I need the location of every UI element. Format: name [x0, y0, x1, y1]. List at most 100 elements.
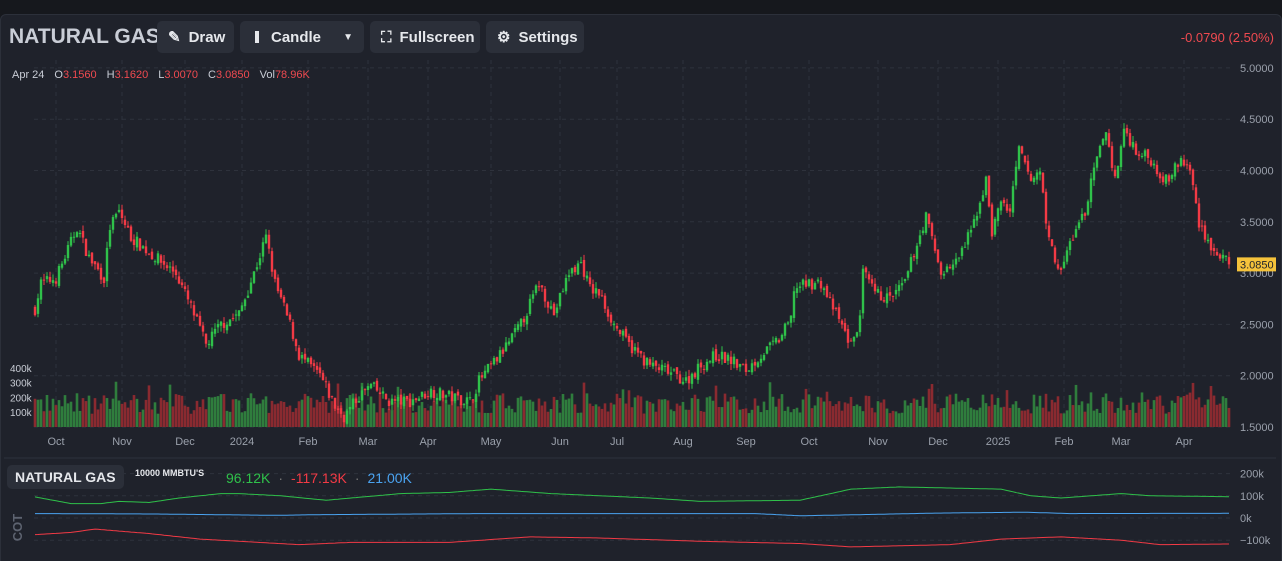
volume-bar — [1200, 407, 1204, 427]
candle-body — [924, 212, 928, 233]
chart-type-dropdown[interactable]: Candle ▼ — [240, 21, 364, 53]
candle-body — [960, 247, 964, 256]
volume-bar — [1206, 399, 1210, 427]
price-tick-label: 4.0000 — [1240, 166, 1274, 178]
volume-bar — [1068, 395, 1072, 427]
candle-body — [1083, 213, 1087, 216]
candle-body — [1017, 146, 1021, 169]
settings-button[interactable]: ⚙ Settings — [486, 21, 584, 53]
candle-body — [711, 351, 715, 364]
volume-bar — [432, 401, 436, 427]
volume-bar — [288, 405, 292, 427]
volume-bar — [255, 404, 259, 427]
volume-bar — [561, 394, 565, 427]
volume-bar — [1050, 399, 1054, 427]
volume-bar — [354, 397, 358, 427]
volume-bar — [420, 402, 424, 427]
volume-bar — [123, 402, 127, 427]
candle-body — [1050, 239, 1054, 247]
candle-body — [384, 393, 388, 400]
volume-bar — [1017, 407, 1021, 427]
candle-body — [684, 377, 688, 381]
volume-bar — [1185, 394, 1189, 427]
candle-body — [606, 309, 610, 317]
volume-bar — [366, 404, 370, 427]
volume-bar — [939, 408, 943, 427]
candle-body — [54, 281, 58, 284]
volume-bar — [822, 401, 826, 427]
candle-body — [639, 351, 643, 354]
last-price-badge — [1237, 257, 1276, 272]
volume-bar — [237, 400, 241, 427]
volume-bar — [474, 395, 478, 427]
candle-body — [666, 364, 670, 374]
candle-body — [612, 323, 616, 326]
volume-bar — [816, 396, 820, 427]
volume-bar — [1170, 400, 1174, 427]
candle-body — [1035, 172, 1039, 180]
candle-body — [834, 307, 838, 309]
candle-body — [141, 246, 145, 249]
candle-body — [1071, 239, 1075, 241]
volume-bar — [786, 406, 790, 427]
fullscreen-button[interactable]: ⛶ Fullscreen — [370, 21, 480, 53]
volume-bar — [468, 406, 472, 427]
candle-body — [1203, 225, 1207, 240]
candle-body — [72, 236, 76, 238]
volume-bar — [1155, 396, 1159, 427]
candle-body — [822, 288, 826, 291]
volume-bar — [870, 407, 874, 427]
volume-bar — [681, 401, 685, 427]
volume-bar — [612, 404, 616, 427]
volume-bar — [429, 405, 433, 427]
candle-body — [336, 408, 340, 410]
candle-body — [78, 232, 82, 234]
candle-body — [540, 285, 544, 288]
volume-bar — [981, 394, 985, 427]
candle-body — [474, 393, 478, 403]
volume-bar — [660, 399, 664, 427]
candle-body — [1098, 145, 1102, 158]
candle-body — [567, 275, 571, 278]
volume-bar — [606, 411, 610, 427]
volume-bar — [408, 394, 412, 427]
volume-bar — [171, 406, 175, 427]
time-tick-label: Apr — [1175, 436, 1192, 448]
volume-bar — [291, 411, 295, 427]
candle-body — [399, 394, 403, 405]
volume-bar — [414, 412, 418, 427]
candle-body — [1128, 133, 1132, 146]
candle-body — [792, 291, 796, 318]
candle-body — [645, 357, 649, 366]
volume-bar — [924, 407, 928, 427]
volume-bar — [540, 405, 544, 427]
candle-body — [1086, 201, 1090, 215]
cot-instrument-badge[interactable]: NATURAL GAS — [7, 465, 124, 489]
candle-body — [462, 404, 466, 406]
volume-bar — [1092, 410, 1096, 427]
volume-bar — [795, 407, 799, 427]
candle-body — [300, 354, 304, 359]
candle-body — [825, 285, 829, 297]
candle-body — [249, 282, 253, 294]
candle-body — [213, 328, 217, 334]
draw-button[interactable]: ✎ Draw — [157, 21, 234, 53]
volume-bar — [552, 396, 556, 427]
volume-bar — [144, 399, 148, 427]
candle-body — [1014, 166, 1018, 186]
candle-body — [372, 382, 376, 384]
volume-bar — [423, 408, 427, 427]
candle-body — [546, 301, 550, 308]
volume-bar — [1137, 402, 1141, 427]
candle-body — [963, 246, 967, 248]
candle-body — [624, 328, 628, 337]
candle-body — [294, 339, 298, 347]
volume-bar — [129, 400, 133, 427]
candle-body — [1134, 143, 1138, 155]
candle-body — [543, 288, 547, 302]
price-tick-label: 4.5000 — [1240, 114, 1274, 126]
volume-bar — [204, 409, 208, 427]
ohlc-volume: Vol78.96K — [260, 69, 310, 81]
volume-bar — [441, 393, 445, 427]
